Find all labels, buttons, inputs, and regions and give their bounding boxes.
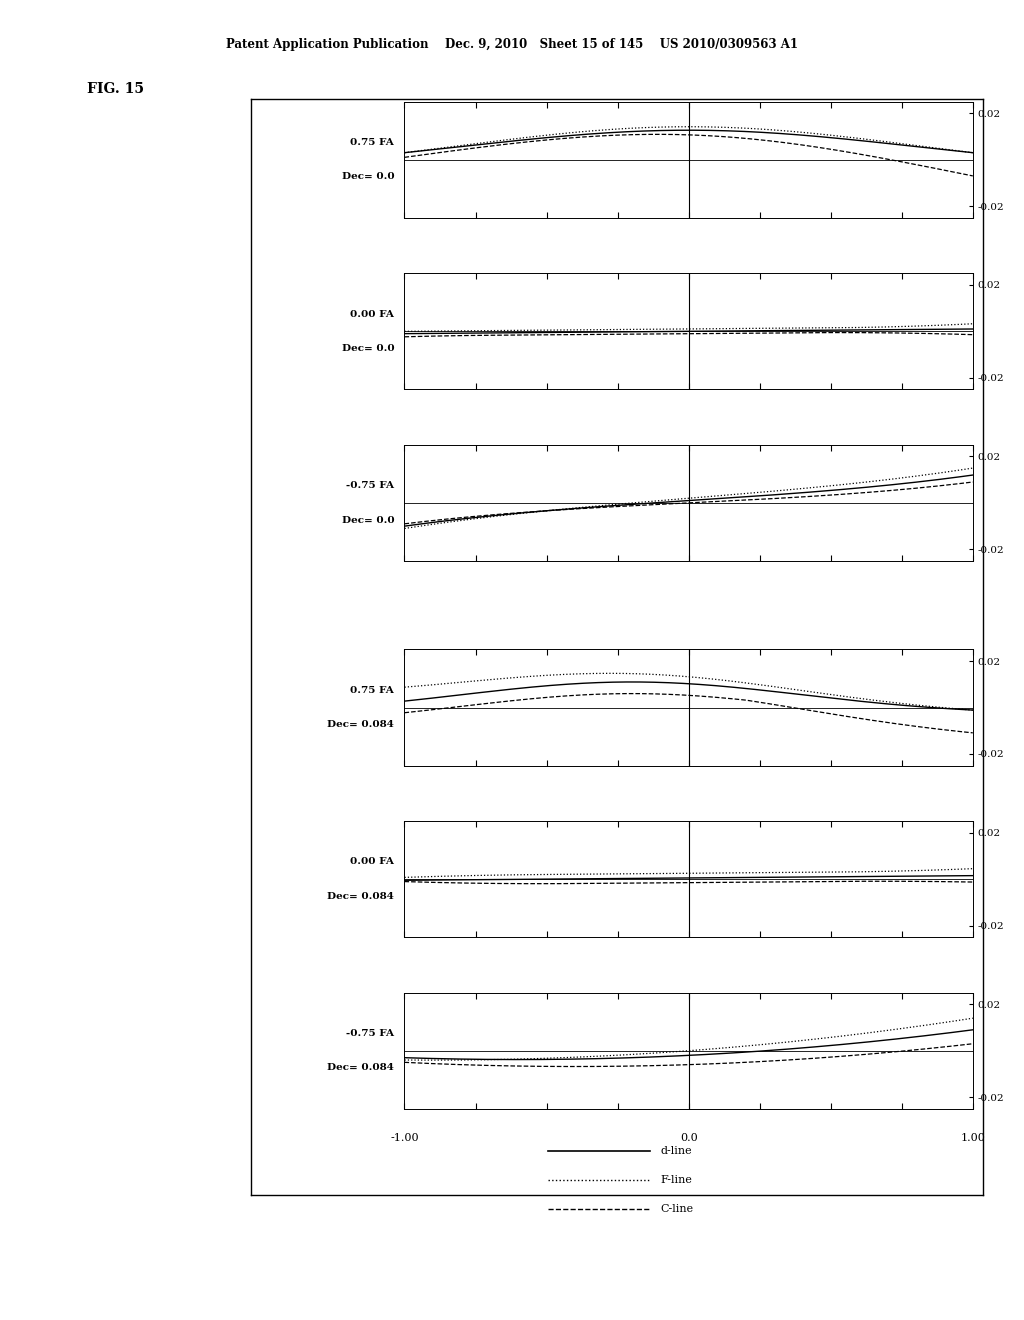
Text: -0.75 FA: -0.75 FA [346,1030,394,1038]
Text: 0.00 FA: 0.00 FA [350,858,394,866]
Text: Dec= 0.084: Dec= 0.084 [328,1064,394,1072]
Text: C-line: C-line [660,1204,693,1214]
Text: d-line: d-line [660,1146,692,1156]
Text: 0.00 FA: 0.00 FA [350,310,394,318]
Text: 0.75 FA: 0.75 FA [350,139,394,147]
Text: Patent Application Publication    Dec. 9, 2010   Sheet 15 of 145    US 2010/0309: Patent Application Publication Dec. 9, 2… [226,38,798,51]
Text: -1.00: -1.00 [390,1133,419,1143]
Text: Dec= 0.084: Dec= 0.084 [328,892,394,900]
Text: Dec= 0.084: Dec= 0.084 [328,721,394,729]
Text: FIG. 15: FIG. 15 [87,82,144,96]
Text: F-line: F-line [660,1175,692,1185]
Text: Dec= 0.0: Dec= 0.0 [342,173,394,181]
Text: Dec= 0.0: Dec= 0.0 [342,345,394,352]
Text: -0.75 FA: -0.75 FA [346,482,394,490]
Text: 1.00: 1.00 [961,1133,985,1143]
Text: 0.0: 0.0 [680,1133,697,1143]
Text: 0.75 FA: 0.75 FA [350,686,394,694]
Text: Dec= 0.0: Dec= 0.0 [342,516,394,524]
